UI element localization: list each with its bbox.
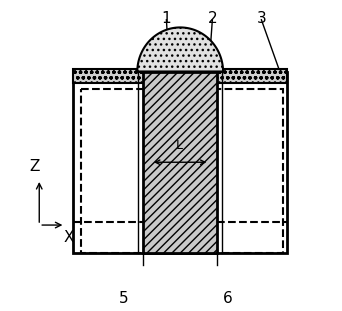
Text: 2: 2: [208, 11, 217, 26]
Text: 1: 1: [161, 11, 171, 26]
Polygon shape: [73, 72, 287, 253]
Text: Z: Z: [29, 159, 40, 174]
Polygon shape: [73, 69, 287, 83]
Polygon shape: [137, 27, 223, 72]
Polygon shape: [143, 72, 217, 253]
Text: 6: 6: [223, 291, 233, 306]
Text: 3: 3: [256, 11, 266, 26]
Text: L: L: [176, 139, 183, 152]
Text: 5: 5: [119, 291, 128, 306]
Text: X: X: [63, 230, 74, 245]
